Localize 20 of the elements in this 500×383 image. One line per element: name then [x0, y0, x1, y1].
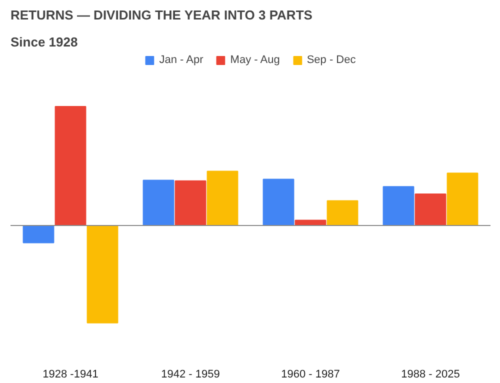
x-tick-label: 1942 - 1959: [161, 368, 220, 380]
bar: [382, 186, 414, 226]
bar: [142, 180, 174, 226]
x-tick-label: 1928 -1941: [42, 368, 98, 380]
bar: [86, 225, 118, 324]
chart-subtitle: Since 1928: [10, 34, 78, 50]
bar: [22, 225, 54, 244]
bar: [174, 180, 206, 226]
bar: [206, 170, 238, 226]
legend-label: Jan - Apr: [159, 54, 204, 66]
bar: [54, 106, 86, 226]
legend-label: Sep - Dec: [306, 54, 356, 66]
x-tick-label: 1960 - 1987: [281, 368, 340, 380]
bar: [262, 178, 294, 226]
bar: [326, 200, 358, 226]
legend-label: May - Aug: [230, 54, 280, 66]
x-tick-label: 1988 - 2025: [401, 368, 460, 380]
bar: [414, 193, 446, 226]
chart-title: RETURNS — DIVIDING THE YEAR INTO 3 PARTS: [10, 8, 313, 22]
bar: [446, 172, 478, 226]
